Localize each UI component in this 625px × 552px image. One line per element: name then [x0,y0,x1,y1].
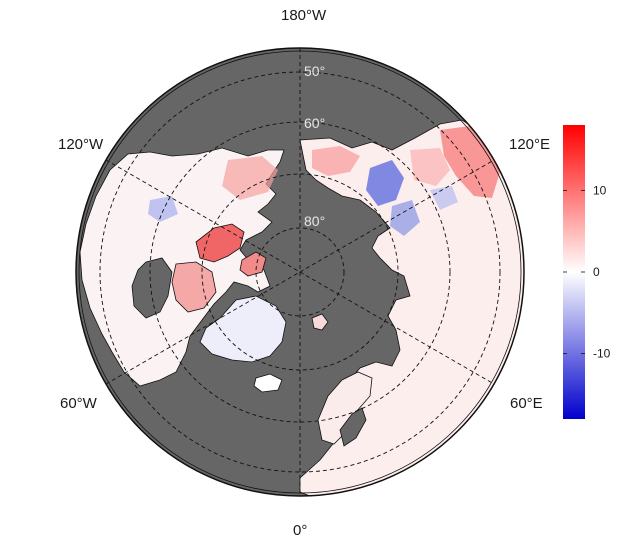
lat-label-50: 50° [304,63,325,79]
colorbar-ticks: 10 0 -10 [563,183,611,361]
parallel-60 [149,121,451,423]
latitude-labels: 50° 60° 80° [304,63,325,229]
colorbar-gradient [563,125,585,419]
anomaly-alaska [222,156,278,200]
anomaly-siberia-north [312,146,360,176]
baltic-sea [339,407,367,447]
land-scandinavia [317,371,373,445]
lon-label-0: 0° [293,522,308,539]
anomaly-blue-4 [430,186,458,210]
map-border [75,47,525,497]
anomaly-siberia-mid [410,148,450,186]
lon-label-60e: 60°E [510,395,543,412]
land-greenland [199,295,287,363]
land-baffin [171,261,217,313]
parallel-50 [99,71,501,473]
lat-label-60: 60° [304,115,325,131]
lon-label-120w: 120°W [58,136,104,153]
anomaly-blue-3 [148,196,178,222]
lat-label-80: 80° [304,213,325,229]
graticule [99,48,501,496]
anomaly-blue-1 [366,160,404,206]
lon-label-180w: 180°W [281,7,327,24]
land-iceland [253,373,283,393]
colorbar-tick-label: 10 [593,183,607,197]
land-archipelago [195,223,245,263]
hudson-bay [131,257,173,319]
anomaly-blue-2 [390,200,420,236]
land-svalbard [311,313,329,331]
map-border-inner [78,50,522,494]
land-layer [79,119,524,496]
land-archipelago-2 [239,251,267,277]
lon-label-120e: 120°E [509,136,551,153]
colorbar-tick-label: 0 [593,265,600,279]
colorbar: 10 0 -10 [563,125,611,419]
meridian-120w-60e [105,159,495,385]
parallel-70 [201,173,399,371]
parallel-80 [255,227,345,317]
colorbar-tick-label: -10 [593,347,611,361]
lon-label-60w: 60°W [60,395,97,412]
